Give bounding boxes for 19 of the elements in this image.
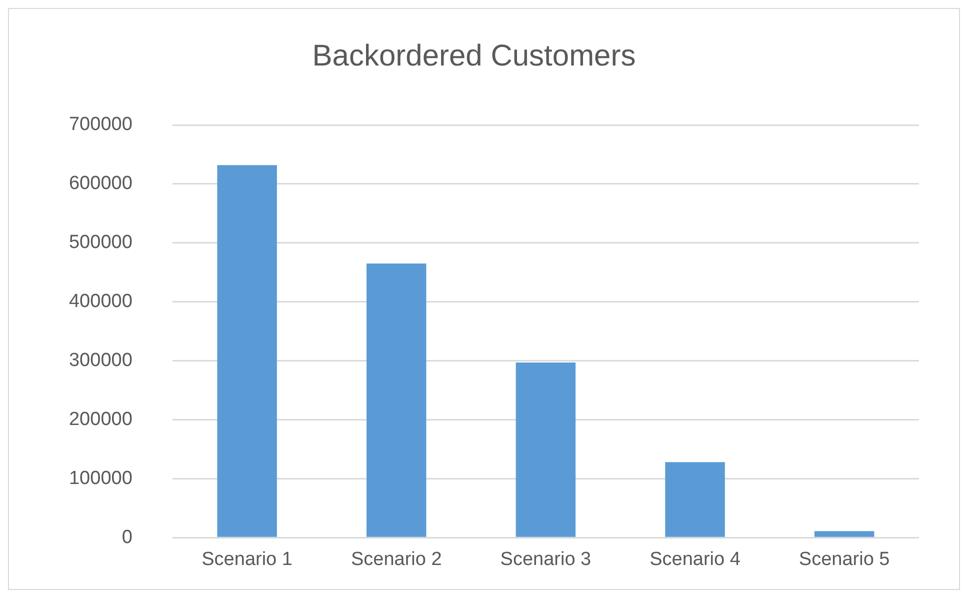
- x-tick-label: Scenario 1: [202, 549, 292, 570]
- bar: [665, 462, 725, 537]
- x-tick-label: Scenario 4: [650, 549, 741, 570]
- chart-title: Backordered Customers: [312, 39, 636, 72]
- y-tick-label: 200000: [68, 408, 132, 430]
- x-tick-label: Scenario 2: [350, 549, 442, 570]
- bar: [366, 264, 426, 537]
- y-tick-label: 700000: [68, 114, 132, 136]
- y-tick-label: 100000: [68, 468, 132, 489]
- y-tick-label: 500000: [68, 232, 132, 254]
- x-tick-label: Scenario 5: [798, 549, 890, 570]
- y-tick-label: 300000: [68, 350, 132, 372]
- bar: [217, 165, 277, 537]
- y-tick-label: 0: [122, 526, 132, 548]
- x-tick-label: Scenario 3: [500, 549, 592, 570]
- y-tick-label: 400000: [68, 291, 132, 312]
- y-tick-label: 600000: [68, 173, 132, 194]
- bar: [814, 531, 874, 537]
- bar: [516, 362, 576, 537]
